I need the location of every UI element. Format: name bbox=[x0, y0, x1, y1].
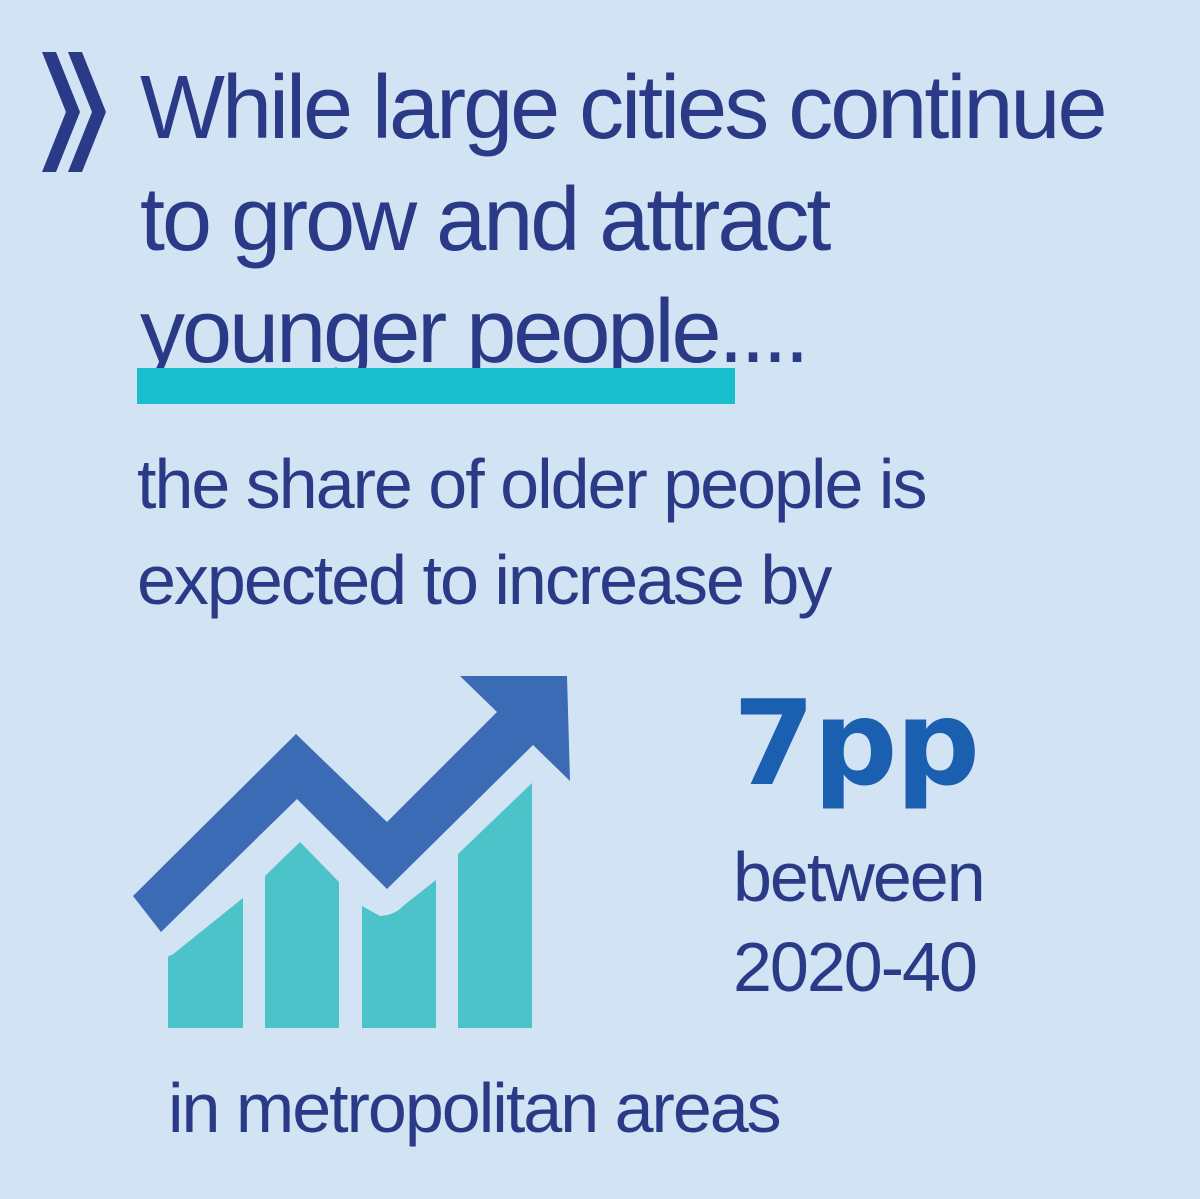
stat-period: between 2020-40 bbox=[733, 832, 986, 1012]
headline-line-1: While large cities continue bbox=[140, 58, 1108, 158]
chart-bar-4 bbox=[458, 783, 532, 1028]
stat-period-line-1: between bbox=[733, 838, 986, 916]
footer-text: in metropolitan areas bbox=[168, 1069, 782, 1147]
subtext: the share of older people is expected to… bbox=[137, 436, 1137, 628]
subtext-line-2: expected to increase by bbox=[137, 541, 832, 619]
headline-line-2: to grow and attract bbox=[140, 170, 831, 270]
chart-bar-2 bbox=[265, 842, 339, 1028]
subtext-line-1: the share of older people is bbox=[137, 445, 927, 523]
stat-period-line-2: 2020-40 bbox=[733, 928, 978, 1006]
rising-bar-chart-arrow-icon bbox=[133, 676, 570, 1028]
chart-bar-1 bbox=[168, 898, 243, 1028]
double-chevron-icon bbox=[42, 52, 106, 172]
chart-bar-3 bbox=[362, 880, 436, 1028]
stat-value: 7pp bbox=[733, 674, 980, 812]
highlight-bar bbox=[137, 368, 735, 404]
headline-line-3: younger people.... bbox=[140, 282, 810, 382]
chart-arrow bbox=[133, 676, 570, 932]
headline: While large cities continue to grow and … bbox=[140, 52, 1160, 388]
